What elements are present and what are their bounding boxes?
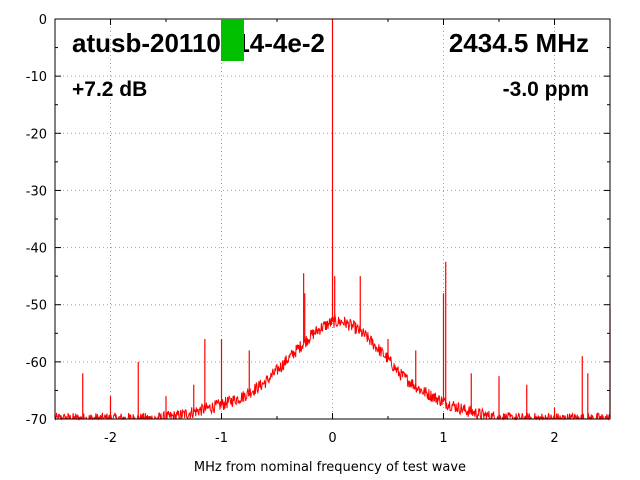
y-tick-label: -30: [26, 184, 47, 199]
plot-border: [54, 18, 611, 420]
frequency-label: 2434.5 MHz: [449, 28, 589, 58]
device-label: atusb-20110214-4e-2: [72, 28, 325, 58]
y-tick-label: -40: [26, 242, 47, 257]
ppm-label: -3.0 ppm: [503, 78, 589, 101]
y-tick-label: -70: [26, 413, 47, 428]
grid-lines: [55, 19, 610, 419]
x-axis-label: MHz from nominal frequency of test wave: [194, 460, 466, 475]
x-tick-label: -1: [215, 431, 228, 446]
y-tick-label: -10: [26, 70, 47, 85]
y-tick-label: -20: [26, 127, 47, 142]
x-tick-label: 1: [439, 431, 447, 446]
green-marker: [221, 19, 244, 61]
y-tick-label: -60: [26, 356, 47, 371]
gain-label: +7.2 dB: [72, 78, 147, 101]
y-tick-label: -50: [26, 299, 47, 314]
x-tick-label: 2: [550, 431, 558, 446]
x-tick-labels: -2 -1 0 1 2: [104, 431, 559, 446]
y-tick-label: 0: [39, 13, 47, 28]
y-tick-labels: 0 -10 -20 -30 -40 -50 -60 -70: [26, 13, 47, 428]
x-tick-label: -2: [104, 431, 117, 446]
x-tick-label: 0: [328, 431, 336, 446]
